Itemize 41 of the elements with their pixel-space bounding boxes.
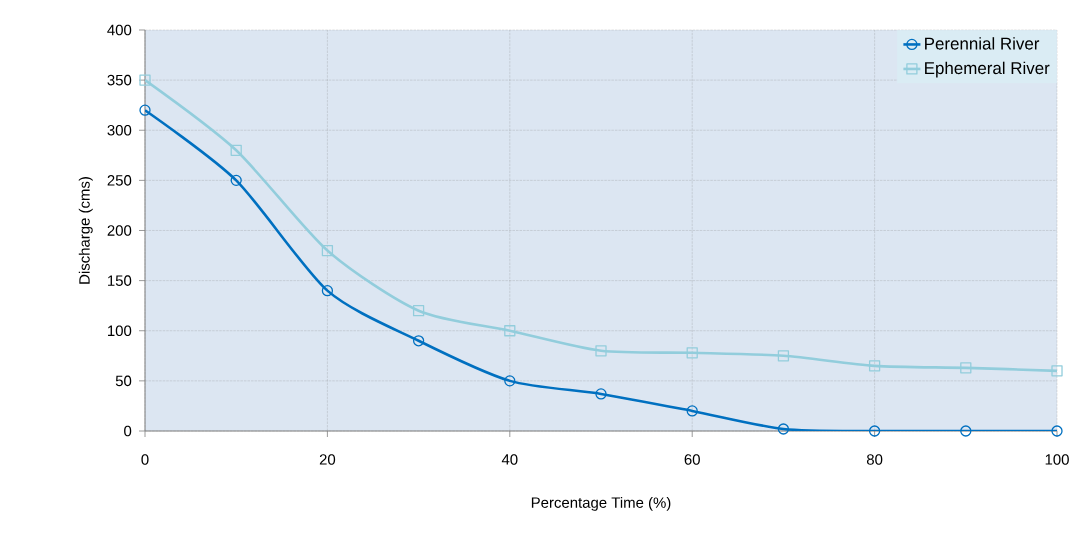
x-tick-label: 80 xyxy=(866,454,883,465)
point xyxy=(1051,425,1063,437)
y-tick-label: 400 xyxy=(107,24,132,36)
y-tick-label: 50 xyxy=(115,375,132,387)
y-tick-label: 300 xyxy=(107,124,132,136)
y-tick-label: 250 xyxy=(107,175,132,186)
point xyxy=(960,425,972,437)
point xyxy=(412,305,425,317)
x-axis-title: Percentage Time (%) xyxy=(531,496,671,511)
y-tick-label: 200 xyxy=(107,225,132,236)
point xyxy=(686,347,698,359)
point xyxy=(1051,365,1063,377)
x-tick-label: 0 xyxy=(141,454,149,465)
point xyxy=(504,375,516,387)
point xyxy=(139,74,151,86)
y-axis-title: Discharge (cms) xyxy=(78,177,93,284)
point xyxy=(139,104,151,116)
x-tick-label: 60 xyxy=(684,454,700,465)
point xyxy=(321,244,334,257)
y-tick-label: 100 xyxy=(108,325,132,337)
x-tick-label: 40 xyxy=(501,454,518,465)
point xyxy=(595,345,607,357)
point xyxy=(230,144,242,156)
point xyxy=(777,423,790,435)
point xyxy=(504,325,516,337)
y-tick-label: 0 xyxy=(124,425,132,437)
point xyxy=(412,335,425,347)
x-tick-label: 20 xyxy=(319,454,336,465)
point xyxy=(686,405,698,417)
point xyxy=(595,388,607,400)
point xyxy=(230,174,242,187)
point xyxy=(868,360,881,372)
legend-label: Ephemeral River xyxy=(925,61,1050,78)
y-tick-label: 350 xyxy=(107,74,132,86)
point xyxy=(321,285,334,297)
point xyxy=(777,350,790,362)
legend-label: Perennial River xyxy=(925,37,1040,50)
y-tick-label: 150 xyxy=(108,275,132,286)
point xyxy=(960,362,972,374)
x-tick-label: 100 xyxy=(1045,454,1069,465)
point xyxy=(868,425,881,437)
